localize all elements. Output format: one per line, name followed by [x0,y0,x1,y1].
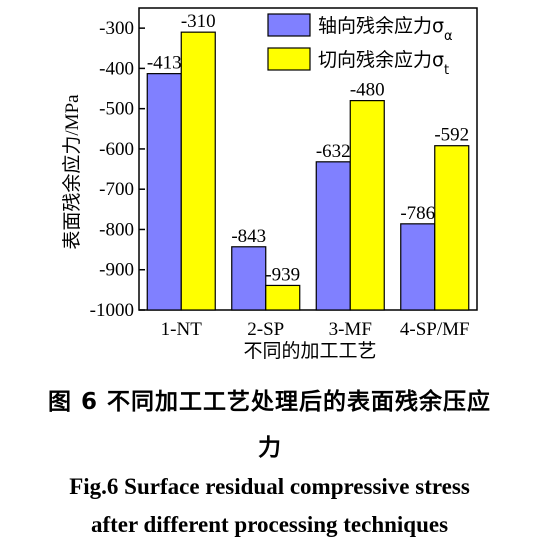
bar [349,100,385,311]
legend-swatch [267,13,311,37]
data-label: -843 [231,226,266,247]
bar [400,223,436,311]
y-tick-label: -500 [99,99,134,120]
y-tick-label: -1000 [90,300,134,321]
x-tick-label: 2-SP [247,319,284,340]
data-label: -939 [265,264,300,285]
bar [434,145,470,311]
legend-swatch [267,47,311,71]
y-tick-label: -600 [99,139,134,160]
y-tick-label: -400 [99,58,134,79]
data-label: -480 [350,80,385,101]
x-tick-label: 3-MF [329,319,372,340]
figure-caption-chinese-line2: 力 [258,435,281,461]
data-label: -310 [181,11,216,32]
data-label: -786 [400,203,435,224]
y-tick-label: -900 [99,260,134,281]
y-tick-label: -800 [99,219,134,240]
bar [315,161,351,311]
x-axis-label: 不同的加工工艺 [243,340,376,362]
bar [146,73,182,311]
y-tick-label: -300 [99,18,134,39]
bar [265,284,301,311]
bar-chart: -300 -400 -500 -600 -700 -800 -900 -1000 1-NT -41… [61,7,478,362]
figure-caption-english-line1: Fig.6 Surface residual compressive stres… [69,474,470,499]
data-label: -632 [316,141,351,162]
x-tick-label: 1-NT [161,319,203,340]
x-tick-label: 4-SP/MF [400,319,470,340]
legend-label: 切向残余应力σt [318,49,449,78]
legend-label: 轴向残余应力σα [318,15,453,44]
data-label: -592 [434,125,469,146]
figure-caption-chinese-line1: 图 6 不同加工工艺处理后的表面残余压应 [47,389,492,415]
plot-frame [138,7,478,311]
data-label: -413 [147,53,182,74]
bar [180,31,216,311]
y-axis-label: 表面残余应力/MPa [61,94,83,250]
bar [231,246,267,311]
figure-caption-english-line2: after different processing techniques [90,512,449,537]
y-tick-label: -700 [99,179,134,200]
